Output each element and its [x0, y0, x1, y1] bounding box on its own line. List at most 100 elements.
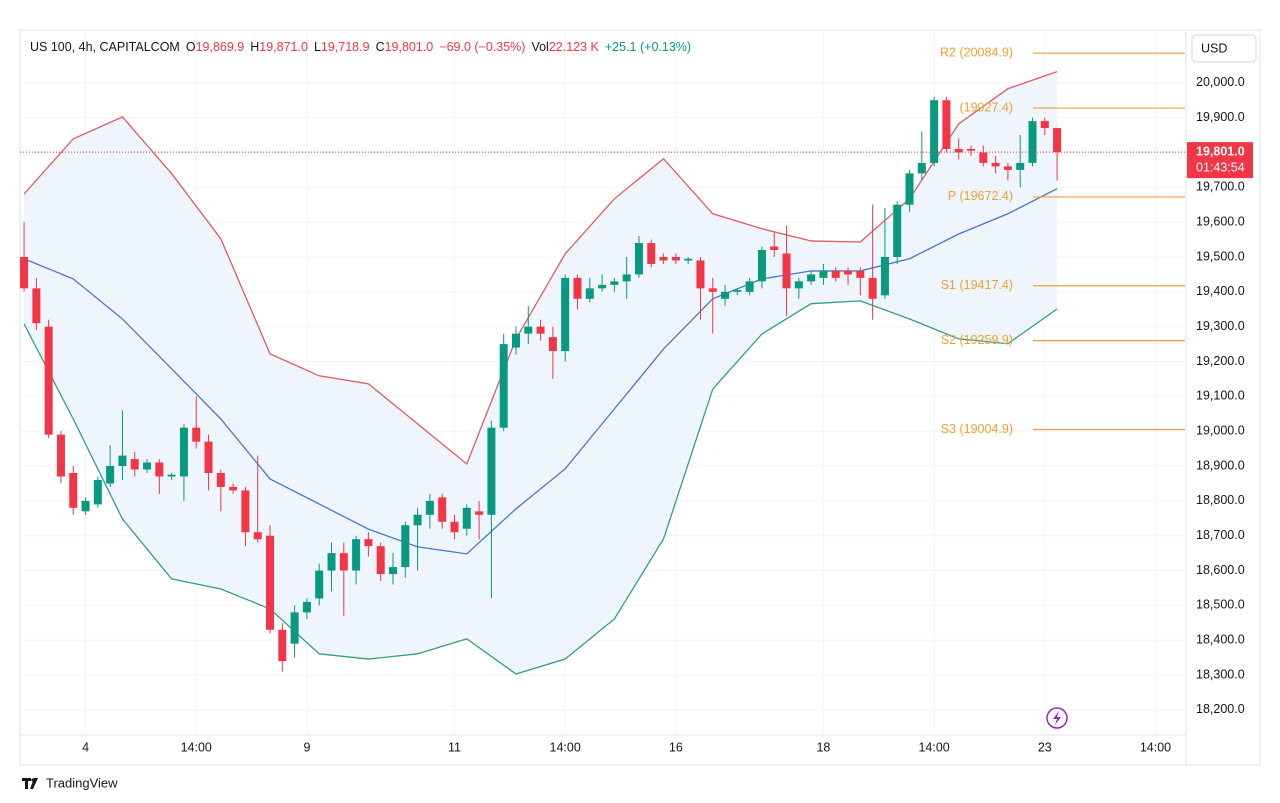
candle-body — [438, 497, 447, 522]
candle-body — [425, 500, 434, 515]
candle-body — [745, 281, 754, 292]
pivot-label: (19927.4) — [959, 100, 1013, 114]
candle-body — [401, 525, 410, 568]
pivot-label: R2 (20084.9) — [940, 45, 1013, 59]
candle-body — [671, 256, 680, 261]
candle-body — [1028, 121, 1037, 163]
candle-body — [302, 601, 311, 613]
candle-body — [20, 256, 29, 289]
y-tick-label: 18,400.0 — [1196, 633, 1245, 647]
legend-item: L — [314, 40, 321, 54]
candle-body — [315, 570, 324, 599]
candle-body — [339, 553, 348, 571]
candle-body — [499, 344, 508, 428]
candle-body — [155, 462, 164, 477]
candle-body — [942, 100, 951, 149]
candle-body — [905, 173, 914, 205]
candle-body — [93, 479, 102, 505]
candle-body — [954, 148, 963, 153]
candle-body — [733, 290, 742, 292]
x-tick-label: 4 — [82, 740, 89, 754]
y-tick-label: 19,600.0 — [1196, 214, 1245, 228]
candle-body — [253, 532, 262, 540]
legend: US 100, 4h, CAPITALCOM O19,869.9 H19,871.0… — [30, 40, 691, 54]
candle-body — [930, 100, 939, 163]
candle-body — [487, 427, 496, 515]
candle-body — [573, 277, 582, 299]
candle-body — [598, 284, 607, 289]
candle-body — [167, 474, 176, 477]
x-tick-label: 14:00 — [1140, 740, 1171, 754]
y-tick-label: 20,000.0 — [1196, 75, 1245, 89]
y-tick-label: 18,800.0 — [1196, 493, 1245, 507]
candle-body — [216, 473, 225, 487]
candle-body — [192, 427, 201, 442]
legend-item: +25.1 (+0.13%) — [605, 40, 691, 54]
y-tick-label: 19,200.0 — [1196, 354, 1245, 368]
band-lower — [23, 300, 1058, 675]
brand-logo — [22, 778, 38, 789]
y-tick-label: 18,700.0 — [1196, 528, 1245, 542]
y-tick-label: 19,900.0 — [1196, 110, 1245, 124]
x-tick-label: 18 — [816, 740, 830, 754]
x-tick-label: 14:00 — [550, 740, 581, 754]
candle-body — [807, 274, 816, 282]
last-price-tag — [1187, 142, 1253, 179]
candle-body — [32, 288, 41, 324]
candle-body — [757, 250, 766, 282]
candle-body — [1053, 128, 1062, 153]
x-tick-label: 14:00 — [918, 740, 949, 754]
candle-body — [352, 539, 361, 571]
candle-body — [462, 507, 471, 529]
candle-body — [856, 270, 865, 278]
candle-body — [622, 274, 631, 282]
candle-body — [450, 521, 459, 533]
candle-body — [831, 270, 840, 278]
alert-icon — [1046, 707, 1068, 729]
legend-item: Vol — [531, 40, 548, 54]
pivot-label: S1 (19417.4) — [941, 278, 1013, 292]
legend-item: 19,718.9 — [321, 40, 370, 54]
candle-body — [106, 466, 115, 484]
candle-body — [721, 291, 730, 299]
candle-body — [647, 243, 656, 264]
candle-body — [290, 612, 299, 644]
candle-body — [81, 500, 90, 512]
candle-body — [56, 434, 65, 477]
candle-body — [475, 511, 484, 515]
candle-body — [844, 270, 853, 275]
band-fill — [24, 71, 1058, 675]
x-tick-label: 23 — [1038, 740, 1052, 754]
currency[interactable]: USD — [1201, 41, 1227, 55]
last-price-label: 19,801.0 — [1196, 144, 1245, 158]
candle-body — [893, 204, 902, 257]
candle-body — [610, 281, 619, 285]
currency-button[interactable] — [1191, 34, 1257, 63]
legend-item: US 100, 4h, CAPITALCOM — [30, 40, 180, 54]
y-tick-label: 18,500.0 — [1196, 598, 1245, 612]
candle-body — [917, 162, 926, 174]
candle-body — [585, 288, 594, 299]
pivot-label: S2 (19259.9) — [941, 333, 1013, 347]
candle-body — [708, 288, 717, 292]
y-tick-label: 19,000.0 — [1196, 423, 1245, 437]
legend-item: O — [186, 40, 196, 54]
y-tick-label: 18,300.0 — [1196, 667, 1245, 681]
candle-body — [524, 326, 533, 334]
x-tick-label: 14:00 — [181, 740, 212, 754]
candle-body — [241, 490, 250, 533]
legend-item: 19,869.9 — [196, 40, 245, 54]
candle-body — [327, 553, 336, 571]
x-tick-label: 11 — [448, 740, 461, 754]
candle-body — [868, 277, 877, 299]
legend-item: 19,871.0 — [259, 40, 308, 54]
y-tick-label: 18,900.0 — [1196, 458, 1245, 472]
candle-body — [118, 455, 127, 467]
candle-body — [278, 629, 287, 662]
x-tick-label: 16 — [669, 740, 683, 754]
candle-body — [967, 148, 976, 151]
candle-body — [991, 162, 1000, 167]
candle-body — [179, 427, 188, 477]
y-tick-label: 19,700.0 — [1196, 180, 1245, 194]
